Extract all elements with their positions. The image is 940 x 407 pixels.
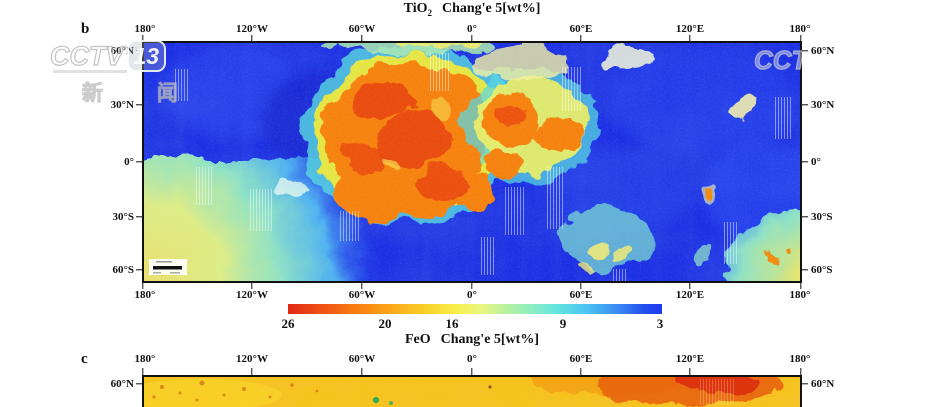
- lat-label: 30°S: [811, 211, 833, 223]
- lon-label: 180°: [789, 289, 811, 301]
- lon-tick: [251, 35, 253, 41]
- lon-tick: [471, 368, 473, 375]
- cctv-subtitle-text: 新 闻: [82, 82, 202, 106]
- tio2-map: CCT: [142, 41, 802, 283]
- cctv-underline: [53, 70, 127, 73]
- lat-label: 0°: [124, 156, 134, 168]
- lon-label: 60°E: [569, 23, 593, 35]
- lat-label: 60°S: [811, 264, 833, 276]
- lon-tick: [800, 283, 802, 289]
- lat-label: 60°N: [811, 378, 835, 390]
- lon-tick: [800, 368, 802, 375]
- lat-tick: [802, 161, 808, 163]
- lat-tick: [802, 383, 808, 385]
- lat-tick: [136, 216, 142, 218]
- lon-label: 120°W: [236, 353, 268, 365]
- lat-tick: [802, 50, 808, 52]
- lat-label: 60°N: [811, 45, 835, 57]
- lat-tick: [136, 104, 142, 106]
- lat-tick: [136, 269, 142, 271]
- lat-label: 0°: [811, 156, 821, 168]
- feo-map-raster: [142, 375, 802, 407]
- scale-bar: [149, 259, 187, 275]
- lon-label: 180°: [134, 289, 156, 301]
- panel-b-label: b: [81, 21, 90, 37]
- lon-label: 0°: [467, 353, 477, 365]
- panel-c-title-formula: FeO: [404, 332, 431, 347]
- panel-b-title-subscript: 2: [427, 7, 432, 18]
- lat-tick: [136, 383, 142, 385]
- colorbar-tick-label: 20: [378, 316, 392, 331]
- cctv-channel-badge: 13: [126, 40, 167, 72]
- cctv-brand-text: CCTV: [49, 41, 124, 71]
- lat-label: 30°S: [112, 211, 134, 223]
- panel-b-title-suffix: Chang'e 5[wt%]: [441, 1, 541, 16]
- colorbar-tick-label: 16: [445, 316, 459, 331]
- lon-tick: [251, 283, 253, 289]
- colorbar-tick-label: 3: [656, 316, 664, 331]
- lon-tick: [580, 35, 582, 41]
- lat-label: 30°N: [110, 99, 134, 111]
- lon-label: 60°E: [569, 353, 593, 365]
- map-border: [142, 41, 802, 283]
- feo-map: [142, 375, 802, 407]
- lon-tick: [580, 283, 582, 289]
- lon-label: 0°: [467, 23, 477, 35]
- watermark-cctv13: CCTV 13 新 闻: [49, 40, 202, 107]
- lon-tick: [471, 283, 473, 289]
- lon-label: 120°E: [675, 353, 705, 365]
- tio2-colorbar: [288, 304, 662, 314]
- lon-tick: [689, 283, 691, 289]
- lat-label: 60°S: [112, 264, 134, 276]
- lon-tick: [361, 283, 363, 289]
- panel-b-title-formula: TiO: [403, 1, 428, 16]
- lon-label: 60°W: [348, 23, 376, 35]
- colorbar-tick-label: 26: [281, 316, 295, 331]
- lon-label: 120°E: [675, 23, 705, 35]
- panel-b-title: TiO2 Chang'e 5[wt%]: [142, 1, 802, 18]
- lat-label: 30°N: [811, 99, 835, 111]
- lon-tick: [689, 368, 691, 375]
- lat-tick: [802, 269, 808, 271]
- lat-tick: [802, 104, 808, 106]
- lon-label: 120°E: [675, 289, 705, 301]
- lat-tick: [802, 216, 808, 218]
- lon-label: 0°: [467, 289, 477, 301]
- lon-label: 120°W: [236, 289, 268, 301]
- lon-tick: [689, 35, 691, 41]
- lon-label: 120°W: [236, 23, 268, 35]
- panel-c-label: c: [81, 351, 88, 367]
- lon-label: 180°: [789, 353, 811, 365]
- tio2-map-raster: [142, 41, 802, 283]
- lon-tick: [361, 368, 363, 375]
- lon-label: 180°: [134, 23, 156, 35]
- lon-tick: [580, 368, 582, 375]
- map-border: [142, 375, 802, 407]
- lon-label: 60°W: [348, 353, 376, 365]
- lon-tick: [142, 283, 144, 289]
- lon-label: 180°: [789, 23, 811, 35]
- lon-label: 180°: [134, 353, 156, 365]
- watermark-cct-partial: CCT: [753, 44, 802, 75]
- lon-tick: [251, 368, 253, 375]
- lon-tick: [471, 35, 473, 41]
- lon-tick: [142, 35, 144, 41]
- lon-label: 60°E: [569, 289, 593, 301]
- lon-tick: [800, 35, 802, 41]
- colorbar-tick-label: 9: [559, 316, 567, 331]
- lon-tick: [142, 368, 144, 375]
- panel-c-title-suffix: Chang'e 5[wt%]: [440, 332, 540, 347]
- panel-c-title: FeO Chang'e 5[wt%]: [142, 332, 802, 349]
- lon-label: 60°W: [348, 289, 376, 301]
- lat-tick: [136, 50, 142, 52]
- lat-tick: [136, 161, 142, 163]
- lon-tick: [361, 35, 363, 41]
- lat-label: 60°N: [110, 378, 134, 390]
